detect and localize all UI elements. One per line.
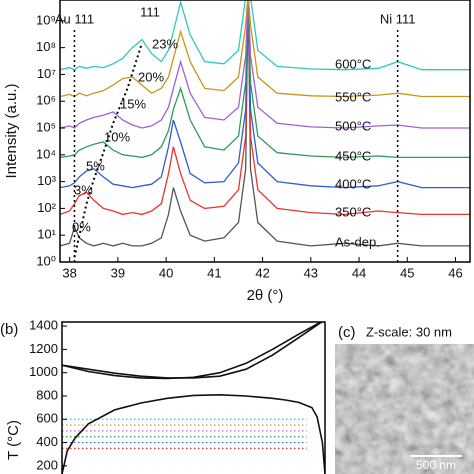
phase-boundary: [62, 322, 324, 379]
y-tick-label: 200: [36, 457, 58, 472]
series-line: [60, 0, 470, 159]
scale-bar-label: 500 nm: [416, 458, 456, 472]
series-label: As-dep.: [335, 234, 380, 249]
phase-boundary: [62, 393, 325, 474]
annotation: 3%: [74, 182, 93, 197]
x-axis-label: 2θ (°): [247, 287, 284, 304]
series-line: [60, 0, 470, 189]
z-scale: Z-scale: 30 nm: [366, 324, 452, 339]
axes-frame: [59, 0, 471, 263]
y-tick-label: 1400: [29, 318, 58, 333]
series-label: 450°C: [335, 148, 371, 163]
x-tick-label: 42: [255, 265, 269, 280]
y-tick-label: 800: [36, 387, 58, 402]
afm-image: [335, 344, 474, 474]
series-label: 550°C: [335, 89, 371, 104]
series-label: 400°C: [335, 176, 371, 191]
y-tick-label: 10⁹: [36, 12, 56, 27]
y-axis-label: Intensity (a.u.): [3, 83, 20, 178]
x-tick-label: 43: [304, 265, 318, 280]
y-tick-label: 10⁵: [36, 119, 56, 134]
annotation: 23%: [152, 36, 178, 51]
y-tick-label: 600: [36, 411, 58, 426]
y-tick-label: 10⁰: [36, 253, 56, 268]
panel-label: (b): [0, 321, 18, 338]
axes-frame: [61, 321, 326, 474]
series-line: [60, 0, 470, 129]
y-tick-label: 400: [36, 434, 58, 449]
panel-label: (c): [338, 324, 356, 341]
annotation: 15%: [120, 96, 146, 111]
series-label: 350°C: [335, 204, 371, 219]
series-label: 500°C: [335, 118, 371, 133]
x-tick-label: 44: [352, 265, 366, 280]
annotation: 5%: [86, 158, 105, 173]
y-tick-label: 10⁶: [36, 93, 56, 108]
plot-area: [60, 0, 470, 258]
y-tick-label: 10¹: [37, 227, 56, 242]
x-tick-label: 39: [111, 265, 125, 280]
y-tick-label: 10⁷: [37, 66, 56, 81]
y-tick-label: 1200: [29, 341, 58, 356]
y-tick-label: 1000: [29, 364, 58, 379]
series-line: [60, 0, 470, 247]
annotation: 0%: [72, 219, 91, 234]
x-tick-label: 40: [159, 265, 173, 280]
x-tick-label: 45: [400, 265, 414, 280]
phase-boundary: [62, 322, 323, 380]
y-axis-label: T (°C): [5, 420, 22, 460]
annotation: 20%: [138, 69, 164, 84]
x-tick-label: 46: [448, 265, 462, 280]
peak-label: 111: [140, 4, 160, 19]
y-tick-label: 10²: [37, 200, 56, 215]
y-tick-label: 10⁸: [36, 39, 56, 54]
x-tick-label: 38: [62, 265, 76, 280]
annotation: 10%: [104, 129, 130, 144]
reference-label: Au 111: [55, 11, 94, 26]
series-line: [60, 0, 470, 216]
y-tick-label: 10⁴: [36, 146, 56, 161]
series-line: [60, 0, 470, 71]
plot-area: [62, 322, 325, 474]
x-tick-label: 41: [207, 265, 221, 280]
reference-label: Ni 111: [380, 11, 416, 26]
series-label: 600°C: [335, 56, 371, 71]
series-line: [60, 0, 470, 98]
y-tick-label: 10³: [37, 173, 56, 188]
